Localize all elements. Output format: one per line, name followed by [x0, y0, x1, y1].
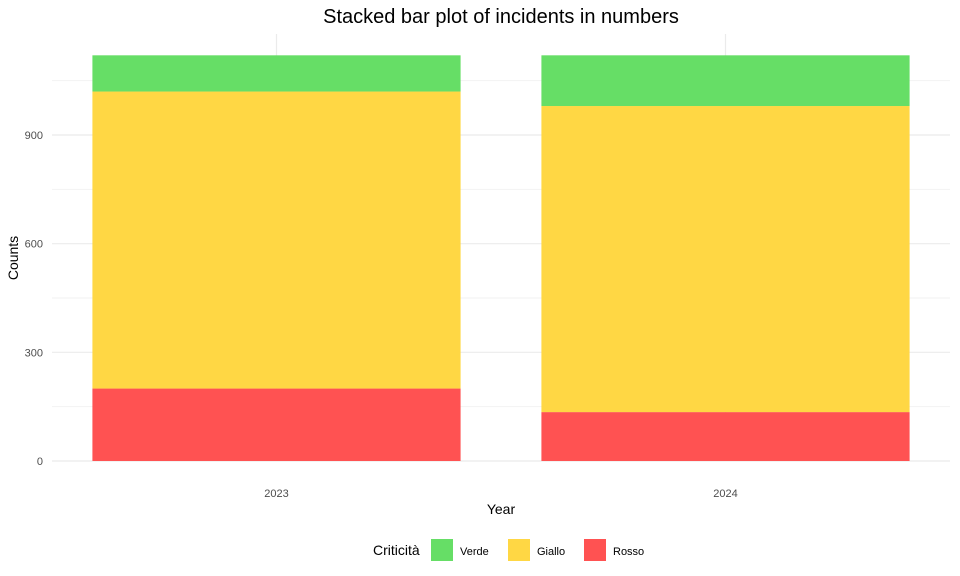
legend-swatch-giallo [508, 539, 530, 561]
y-axis-title: Counts [5, 236, 21, 280]
bars [92, 55, 910, 461]
legend-label-verde: Verde [460, 546, 489, 558]
x-axis-ticks: 2023 2024 [264, 488, 737, 500]
chart-title: Stacked bar plot of incidents in numbers [323, 6, 679, 28]
legend-swatch-rosso [584, 539, 606, 561]
bar-giallo-2023 [92, 91, 461, 389]
x-tick-label: 2023 [264, 488, 288, 500]
y-tick-label: 600 [25, 239, 43, 251]
legend-title: Criticità [373, 542, 420, 558]
x-tick-label: 2024 [713, 488, 737, 500]
y-axis-ticks: 0 300 600 900 [25, 130, 43, 468]
bar-verde-2023 [92, 55, 461, 92]
x-axis-title: Year [487, 501, 516, 517]
bar-rosso-2024 [541, 412, 910, 461]
legend: Criticità Verde Giallo Rosso [373, 539, 644, 561]
bar-giallo-2024 [541, 106, 910, 413]
legend-label-giallo: Giallo [537, 546, 565, 558]
bar-rosso-2023 [92, 388, 461, 461]
y-tick-label: 300 [25, 347, 43, 359]
y-tick-label: 0 [37, 456, 43, 468]
y-tick-label: 900 [25, 130, 43, 142]
legend-swatch-verde [431, 539, 453, 561]
legend-label-rosso: Rosso [613, 546, 644, 558]
bar-verde-2024 [541, 55, 910, 107]
